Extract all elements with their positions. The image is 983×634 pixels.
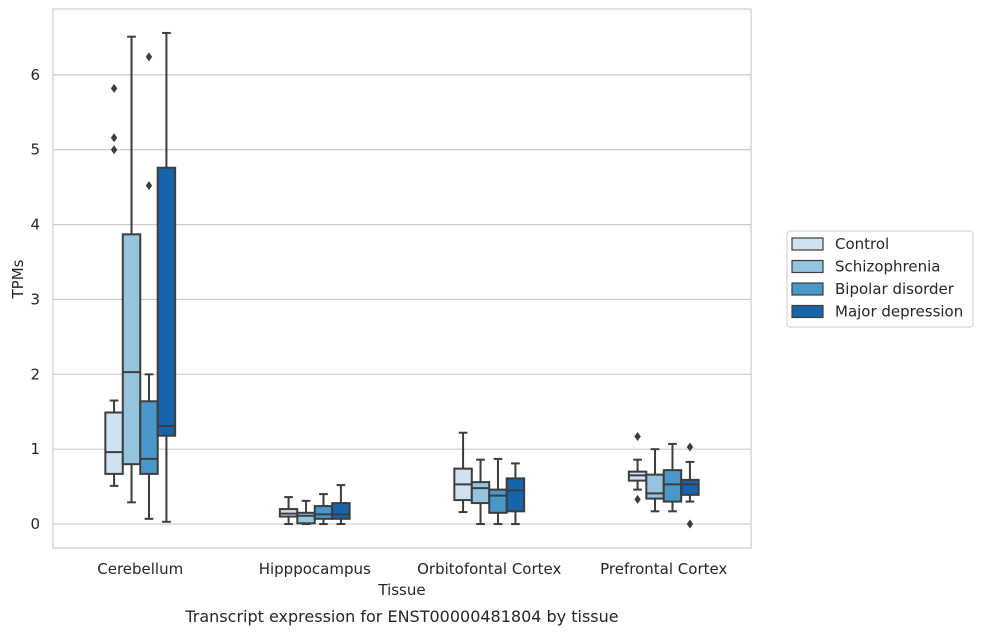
box-iqr	[156, 166, 177, 437]
y-tick-label: 6	[30, 66, 40, 84]
y-tick-label: 3	[30, 290, 40, 308]
y-tick-label: 0	[30, 515, 40, 533]
outlier-point	[110, 133, 118, 143]
legend-swatch	[791, 259, 824, 274]
box-iqr	[470, 481, 491, 505]
legend-label: Major depression	[835, 303, 963, 321]
legend-frame	[786, 230, 974, 328]
box-control-1	[278, 496, 299, 526]
box-control-3	[627, 431, 648, 504]
y-axis-title: TPMs	[9, 259, 27, 299]
outlier-point	[634, 494, 641, 504]
x-tick-label: Hipppocampus	[259, 560, 371, 578]
box-iqr	[662, 469, 683, 503]
box-bipolar-disorder-0	[139, 52, 159, 520]
legend: Control Schizophrenia Bipolar disorder Majo…	[786, 230, 974, 328]
chart-caption: Transcript expression for ENST0000048180…	[184, 607, 618, 626]
box-iqr	[680, 478, 700, 496]
outlier-point	[686, 519, 694, 529]
legend-label: Bipolar disorder	[835, 280, 955, 298]
x-tick-label: Prefrontal Cortex	[600, 560, 727, 578]
box-iqr	[104, 411, 124, 475]
outlier-point	[686, 442, 694, 452]
box-control-0	[104, 83, 124, 487]
box-iqr	[488, 488, 508, 514]
x-tick-label: Orbitofontal Cortex	[417, 560, 561, 578]
box-iqr	[121, 233, 142, 466]
outlier-point	[110, 145, 118, 155]
box-schizophrenia-0	[121, 35, 142, 504]
x-tick-label: Cerebellum	[97, 560, 183, 578]
box-iqr	[296, 511, 316, 525]
box-iqr	[645, 473, 665, 500]
y-tick-label: 2	[30, 365, 40, 383]
outlier-point	[110, 83, 118, 93]
legend-swatch	[791, 237, 824, 251]
y-tick-label: 4	[30, 216, 40, 234]
box-major-depression-1	[331, 484, 351, 526]
legend-swatch	[791, 304, 824, 319]
box-iqr	[505, 477, 526, 513]
legend-swatch	[791, 282, 824, 296]
x-axis-title: Tissue	[377, 581, 425, 599]
box-bipolar-disorder-2	[488, 457, 508, 526]
box-major-depression-2	[505, 462, 526, 526]
box-bipolar-disorder-1	[313, 493, 334, 526]
y-tick-labels: 0 1 2 3 4 5 6	[30, 66, 40, 533]
legend-label: Schizophrenia	[835, 258, 940, 276]
legend-label: Control	[835, 235, 889, 253]
box-iqr	[139, 400, 159, 475]
box-series	[104, 31, 700, 529]
outlier-point	[634, 431, 641, 441]
outlier-point	[145, 181, 153, 191]
box-iqr	[313, 505, 334, 520]
box-schizophrenia-3	[645, 448, 665, 513]
box-schizophrenia-2	[470, 458, 491, 526]
box-bipolar-disorder-3	[662, 442, 683, 513]
outlier-point	[145, 52, 153, 62]
y-tick-label: 5	[30, 141, 40, 159]
y-tick-label: 1	[30, 440, 40, 458]
plot-area-frame	[52, 8, 752, 549]
box-iqr	[331, 502, 351, 520]
box-schizophrenia-1	[296, 499, 316, 526]
box-major-depression-0	[156, 31, 177, 523]
box-major-depression-3	[680, 442, 700, 529]
box-control-2	[453, 431, 473, 514]
x-tick-labels: Cerebellum Hipppocampus Orbitofontal Corte…	[97, 560, 727, 578]
